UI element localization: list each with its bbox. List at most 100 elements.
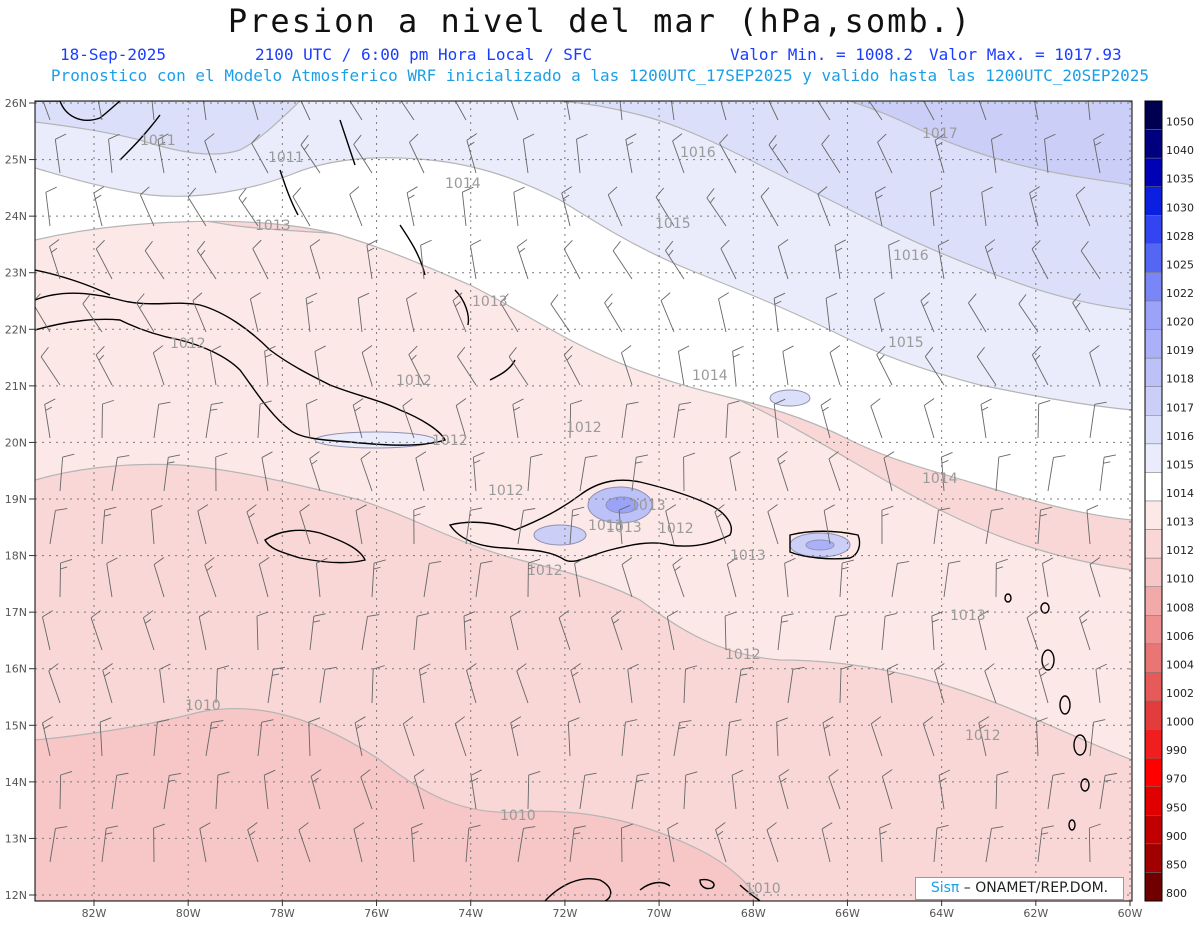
- wind-barb-feather: [821, 822, 833, 830]
- wind-barb-feather: [672, 133, 683, 142]
- wind-barb-staff: [1088, 827, 1091, 863]
- wind-barb-staff: [933, 510, 939, 545]
- wind-barb-feather: [51, 247, 58, 253]
- lon-label: 74W: [458, 907, 483, 920]
- wind-barb-feather: [473, 459, 481, 464]
- wind-barb-feather: [168, 779, 176, 782]
- wind-barb-feather: [561, 186, 573, 194]
- wind-barb-feather: [781, 613, 794, 617]
- wind-barb-staff: [978, 101, 987, 121]
- wind-barb-feather: [879, 830, 887, 835]
- wind-barb-feather: [1032, 81, 1043, 87]
- wind-barb-feather: [60, 770, 73, 776]
- wind-barb-feather: [619, 81, 630, 86]
- wind-barb-staff: [868, 101, 883, 121]
- wind-barb-feather: [564, 81, 574, 87]
- forecast-date: 18-Sep-2025: [60, 45, 166, 64]
- wind-barb-staff: [976, 356, 997, 386]
- legend-swatch: [1144, 329, 1163, 359]
- wind-barb-feather: [316, 557, 328, 564]
- wind-barb-feather: [201, 81, 212, 86]
- wind-barb-feather: [196, 240, 206, 251]
- wind-barb-feather: [259, 400, 272, 405]
- wind-barb-feather: [296, 81, 305, 89]
- wind-barb-staff: [881, 616, 886, 651]
- wind-barb-staff: [1018, 303, 1039, 333]
- wind-barb-staff: [95, 248, 113, 280]
- wind-barb-staff: [355, 510, 363, 545]
- wind-barb-feather: [256, 611, 269, 617]
- wind-barb-staff: [943, 563, 950, 598]
- wind-barb-feather: [780, 777, 787, 783]
- wind-barb-feather: [922, 301, 929, 307]
- lat-label: 25N: [5, 154, 27, 167]
- legend-label: 990: [1166, 744, 1187, 757]
- wind-barb-feather: [153, 823, 166, 829]
- wind-barb-staff: [111, 457, 118, 492]
- wind-barb-feather: [731, 769, 744, 776]
- wind-barb-staff: [510, 101, 519, 121]
- legend-swatch: [1144, 815, 1163, 845]
- isobar-label: 1012: [432, 433, 468, 449]
- lat-label: 14N: [5, 776, 27, 789]
- wind-barb-feather: [716, 512, 723, 518]
- wind-barb-staff: [821, 828, 831, 863]
- wind-barb-feather: [918, 81, 926, 90]
- wind-barb-feather: [356, 724, 363, 729]
- wind-barb-feather: [314, 345, 326, 352]
- isobar-label: 1013: [472, 294, 508, 310]
- wind-barb-feather: [508, 346, 517, 357]
- wind-barb-feather: [354, 716, 366, 724]
- wind-barb-feather: [145, 618, 152, 624]
- wind-barb-staff: [766, 829, 779, 863]
- wind-barb-staff: [257, 404, 261, 439]
- wind-barb-feather: [409, 133, 419, 143]
- wind-barb-feather: [934, 663, 945, 671]
- wind-barb-feather: [1042, 557, 1054, 564]
- isobar-label: 1011: [268, 150, 304, 166]
- wind-barb-staff: [924, 356, 945, 386]
- wind-barb-feather: [90, 610, 101, 619]
- wind-barb-feather: [550, 294, 559, 305]
- legend-label: 1035: [1166, 173, 1194, 186]
- isobar-label: 1012: [658, 521, 694, 537]
- isobar-label: 1014: [692, 368, 728, 384]
- wind-barb-feather: [934, 133, 946, 141]
- wind-barb-feather: [782, 345, 794, 352]
- wind-barb-feather: [411, 354, 417, 361]
- wind-barb-staff: [870, 405, 883, 439]
- wind-barb-feather: [1029, 186, 1040, 194]
- wind-barb-feather: [766, 822, 777, 831]
- wind-barb-staff: [349, 101, 363, 121]
- wind-barb-feather: [763, 81, 772, 89]
- wind-barb-staff: [934, 670, 945, 704]
- wind-barb-feather: [870, 398, 881, 407]
- wind-barb-feather: [874, 186, 886, 194]
- wind-barb-feather: [100, 717, 112, 723]
- wind-barb-staff: [655, 196, 675, 227]
- wind-barb-feather: [941, 452, 953, 458]
- wind-barb-feather: [1104, 454, 1116, 458]
- wind-barb-staff: [319, 669, 326, 704]
- lat-label: 22N: [5, 323, 27, 336]
- wind-barb-staff: [828, 458, 841, 492]
- wind-barb-staff: [576, 139, 581, 174]
- wind-barb-staff: [1095, 669, 1101, 704]
- wind-barb-feather: [151, 505, 163, 511]
- wind-barb-staff: [619, 101, 623, 121]
- wind-barb-feather: [241, 197, 247, 204]
- wind-barb-feather: [411, 830, 419, 835]
- wind-barb-feather: [888, 239, 900, 246]
- isobar-label: 1013: [606, 520, 642, 536]
- wind-barb-staff: [621, 352, 633, 386]
- isobar-label: 1012: [396, 373, 432, 389]
- wind-barb-staff: [607, 194, 623, 227]
- wind-barb-staff: [413, 776, 425, 810]
- legend-swatch: [1144, 272, 1163, 302]
- isobar-label: 1012: [566, 420, 602, 436]
- wind-barb-feather: [732, 345, 744, 352]
- wind-barb-feather: [1041, 832, 1049, 835]
- wind-barb-staff: [666, 616, 675, 651]
- wind-barb-feather: [821, 134, 830, 145]
- wind-barb-feather: [311, 459, 318, 465]
